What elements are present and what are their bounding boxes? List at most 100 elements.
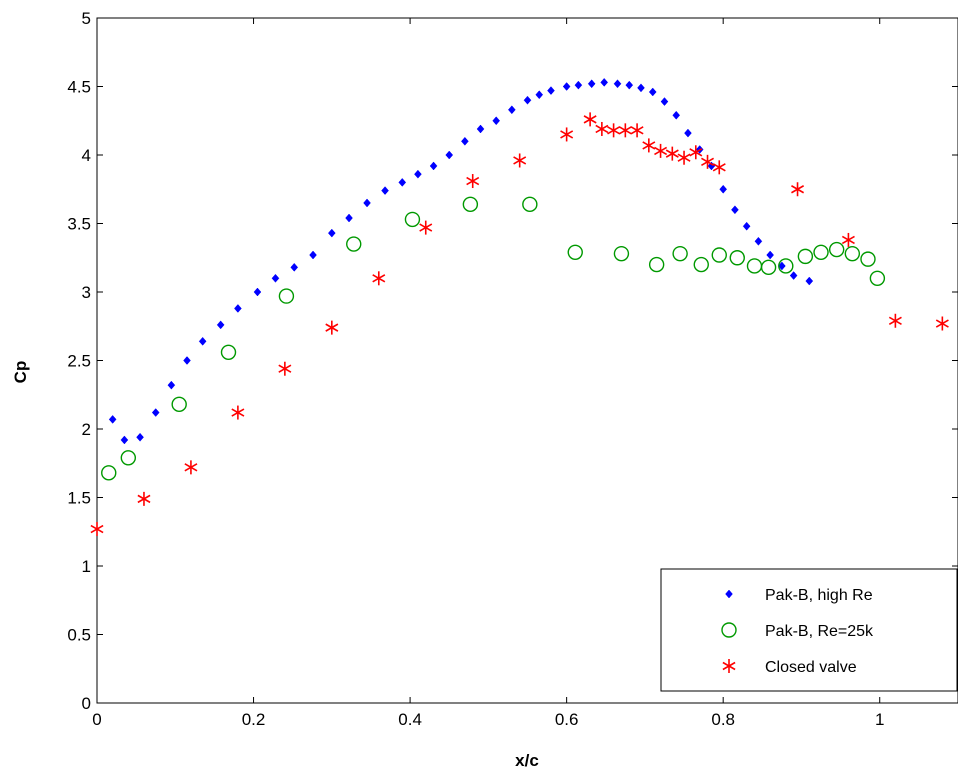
y-tick-label: 4 (82, 146, 91, 165)
data-point-circle (462, 196, 479, 213)
data-point-star (595, 121, 609, 136)
data-point-dot (587, 79, 596, 89)
data-point-star (278, 361, 292, 376)
data-point-dot (198, 336, 207, 346)
data-point-dot (167, 380, 176, 390)
data-point-circle (648, 256, 665, 273)
data-point-dot (535, 90, 544, 100)
legend-label: Pak-B, Re=25k (765, 623, 874, 640)
data-point-dot (731, 205, 739, 215)
data-point-dot (523, 95, 532, 105)
data-point-star (665, 146, 679, 161)
legend-marker-circle (721, 622, 737, 638)
data-point-star (701, 154, 715, 169)
data-point-dot (216, 320, 225, 330)
data-point-dot (253, 287, 262, 297)
data-point-dot (508, 105, 516, 115)
data-point-circle (760, 259, 777, 276)
series-circle (101, 196, 886, 481)
data-point-dot (234, 304, 242, 313)
legend: Pak-B, high Re Pak-B, Re=25k Closed valve (660, 568, 958, 692)
data-point-dot (461, 136, 469, 146)
data-point-dot (398, 178, 407, 187)
data-point-star (466, 174, 480, 189)
y-tick-label: 3 (82, 283, 91, 302)
data-point-dot (309, 250, 317, 260)
data-point-dot (754, 236, 763, 246)
data-point-star (137, 491, 151, 506)
data-point-dot (766, 250, 774, 260)
data-point-star (231, 405, 245, 420)
y-tick-label: 2.5 (67, 352, 91, 371)
data-point-circle (404, 211, 421, 228)
data-point-star (642, 138, 656, 153)
data-point-dot (574, 80, 583, 90)
data-point-dot (271, 273, 280, 283)
x-tick-label: 1 (875, 710, 884, 729)
data-point-circle (346, 236, 362, 252)
data-point-circle (729, 250, 745, 266)
legend-box (660, 568, 958, 692)
y-tick-label: 5 (82, 9, 91, 28)
data-point-star (607, 123, 621, 138)
data-point-star (888, 313, 902, 328)
data-point-star (372, 271, 386, 286)
data-point-dot (637, 83, 645, 93)
y-tick-label: 0.5 (67, 626, 91, 645)
y-tick-label: 0 (82, 694, 91, 713)
x-tick-label: 0.6 (555, 710, 579, 729)
y-tick-label: 3.5 (67, 215, 91, 234)
x-tick-label: 0.2 (242, 710, 266, 729)
x-axis-ticks: 0 0.2 0.4 0.6 0.8 1 (92, 18, 884, 729)
series-star (90, 112, 949, 537)
data-point-star (712, 160, 726, 175)
data-point-circle (711, 247, 727, 263)
data-point-circle (171, 396, 187, 413)
data-point-dot (136, 432, 144, 442)
y-tick-label: 2 (82, 420, 91, 439)
series-dot (108, 78, 814, 445)
plot-series (90, 78, 949, 537)
data-point-circle (693, 256, 709, 273)
data-point-dot (476, 124, 485, 134)
data-point-star (513, 153, 527, 168)
data-point-dot (684, 128, 692, 138)
data-point-dot (613, 79, 622, 89)
data-point-star (618, 123, 632, 138)
data-point-circle (797, 248, 814, 265)
data-point-star (841, 232, 855, 247)
data-point-dot (290, 262, 299, 272)
x-tick-label: 0.4 (398, 710, 422, 729)
data-point-star (583, 112, 597, 127)
data-point-star (654, 143, 668, 158)
y-axis-ticks: 0 0.5 1 1.5 2 2.5 3 3.5 4 4.5 5 (67, 9, 958, 713)
data-point-dot (381, 186, 389, 195)
data-point-circle (778, 258, 794, 274)
data-point-dot (660, 97, 669, 106)
data-point-dot (183, 356, 191, 365)
data-point-dot (789, 271, 798, 280)
data-point-star (325, 320, 339, 335)
data-point-circle (567, 244, 583, 260)
data-point-dot (120, 435, 129, 445)
data-point-dot (492, 116, 501, 126)
y-axis-label: Cp (11, 361, 30, 384)
y-tick-label: 4.5 (67, 78, 91, 97)
data-point-circle (828, 241, 845, 258)
data-point-circle (813, 244, 829, 260)
data-point-dot (429, 161, 438, 171)
data-point-circle (522, 196, 538, 213)
legend-marker-dot (725, 589, 733, 599)
data-point-star (630, 123, 644, 138)
data-point-star (935, 316, 949, 331)
data-point-dot (547, 86, 555, 95)
data-point-circle (860, 251, 876, 267)
data-point-dot (719, 184, 728, 194)
data-point-dot (562, 82, 571, 91)
data-point-star (419, 220, 433, 235)
data-point-dot (648, 87, 657, 97)
data-point-star (560, 127, 574, 142)
data-point-dot (600, 78, 609, 87)
y-tick-label: 1 (82, 557, 91, 576)
